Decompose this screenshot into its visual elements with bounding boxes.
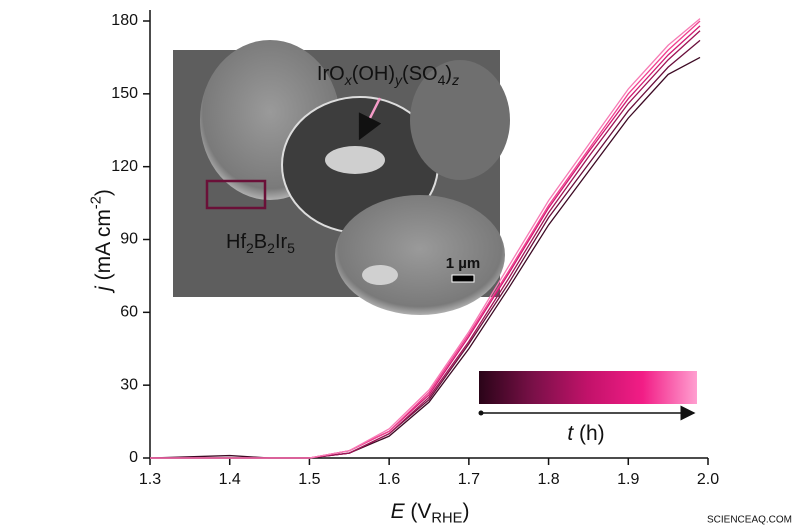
sem-image bbox=[173, 40, 510, 315]
y-axis-label-part: (mA cm bbox=[92, 209, 115, 286]
product-label-part: 4 bbox=[438, 72, 446, 88]
product-label-part: IrO bbox=[317, 63, 345, 85]
time-label-part: (h) bbox=[573, 422, 605, 445]
x-tick-label: 1.7 bbox=[458, 471, 480, 488]
phase-label-part: Ir bbox=[275, 231, 288, 253]
product-label-part: (SO bbox=[402, 63, 438, 85]
y-tick-label: 0 bbox=[129, 449, 138, 466]
y-axis-label-part: j bbox=[92, 285, 115, 294]
x-tick-label: 1.4 bbox=[219, 471, 241, 488]
data-line bbox=[150, 18, 701, 459]
time-color-bar bbox=[479, 371, 697, 404]
product-label-part: ) bbox=[445, 63, 452, 85]
scale-bar-label: 1 µm bbox=[446, 255, 481, 272]
product-label-part: x bbox=[344, 72, 353, 88]
phase-label: Hf2B2Ir5 bbox=[226, 231, 295, 255]
watermark: SCIENCEAQ.COM bbox=[707, 515, 792, 526]
x-tick-label: 1.5 bbox=[298, 471, 320, 488]
y-tick-label: 30 bbox=[120, 376, 138, 393]
phase-label-part: Hf bbox=[226, 231, 246, 253]
x-axis-label-part: E bbox=[391, 500, 406, 523]
x-tick-label: 1.6 bbox=[378, 471, 400, 488]
x-axis-label-part: RHE bbox=[431, 510, 462, 526]
product-label-part: y bbox=[394, 72, 403, 88]
phase-label-part: 2 bbox=[246, 240, 254, 256]
y-tick-label: 120 bbox=[111, 158, 138, 175]
x-axis-label-part: (V bbox=[405, 500, 432, 523]
phase-label-part: 5 bbox=[287, 240, 295, 256]
phase-label-part: B bbox=[254, 231, 267, 253]
x-tick-label: 1.9 bbox=[617, 471, 639, 488]
product-label-part: z bbox=[451, 72, 459, 88]
x-tick-label: 1.3 bbox=[139, 471, 161, 488]
product-label: IrOx(OH)y(SO4)z bbox=[317, 63, 459, 87]
y-tick-label: 60 bbox=[120, 304, 138, 321]
x-tick-label: 1.8 bbox=[537, 471, 559, 488]
phase-label-part: 2 bbox=[267, 240, 275, 256]
y-tick-label: 180 bbox=[111, 12, 138, 29]
y-axis-label: j (mA cm-2) bbox=[89, 189, 115, 294]
product-label-part: (OH) bbox=[352, 63, 395, 85]
x-axis-label-part: ) bbox=[462, 500, 469, 523]
y-axis-label-part: ) bbox=[92, 189, 115, 196]
time-label-part: t bbox=[567, 422, 574, 445]
time-label: t (h) bbox=[567, 422, 604, 445]
y-tick-label: 90 bbox=[120, 231, 138, 248]
y-tick-label: 150 bbox=[111, 85, 138, 102]
y-axis-label-part: -2 bbox=[89, 196, 105, 209]
x-axis-label: E (VRHE) bbox=[391, 500, 470, 527]
x-tick-label: 2.0 bbox=[697, 471, 719, 488]
